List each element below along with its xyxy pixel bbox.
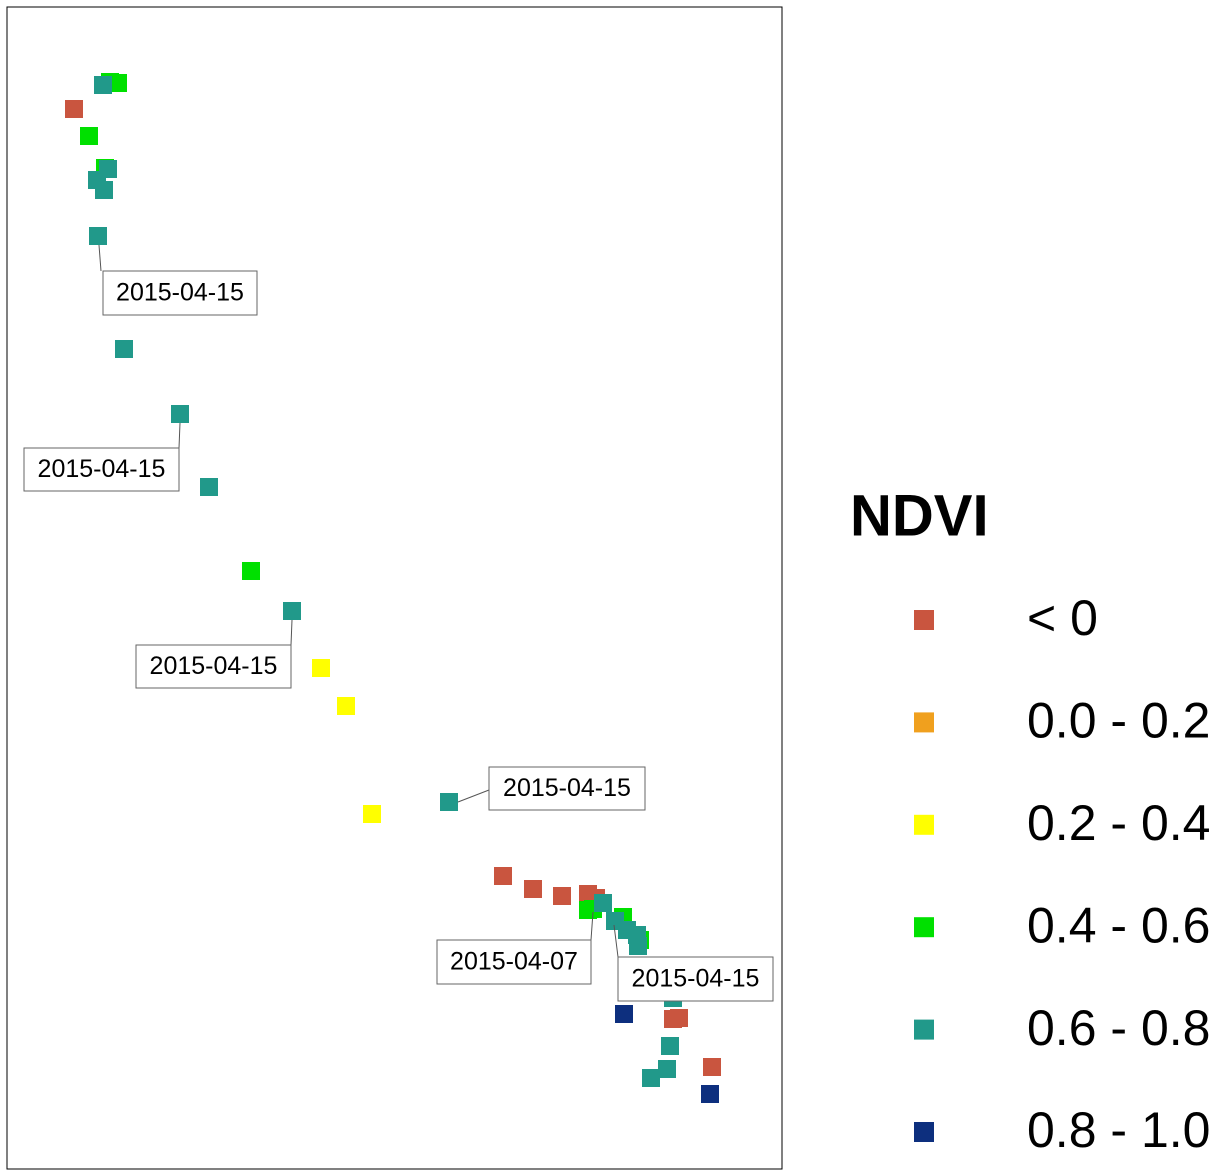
point	[115, 340, 133, 358]
label-box	[436, 939, 592, 985]
legend-label: 0.6 - 0.8	[1027, 1000, 1210, 1056]
leader-line	[457, 789, 490, 803]
point	[242, 562, 260, 580]
label: 2015-04-15	[150, 652, 278, 680]
label: 2015-04-07	[450, 948, 578, 976]
point	[65, 100, 83, 118]
point	[524, 880, 542, 898]
legend-label: 0.8 - 1.0	[1027, 1102, 1210, 1158]
map-frame	[6, 6, 783, 1170]
point	[658, 1060, 676, 1078]
point	[615, 1005, 633, 1023]
point	[363, 805, 381, 823]
label: 2015-04-15	[116, 279, 244, 307]
leader-line	[590, 911, 594, 941]
point	[94, 76, 112, 94]
point	[283, 602, 301, 620]
legend-label: 0.4 - 0.6	[1027, 897, 1210, 953]
legend-swatch	[914, 712, 934, 733]
point	[171, 405, 189, 423]
point	[703, 1058, 721, 1076]
legend-swatch	[914, 1019, 934, 1040]
label-box	[23, 447, 180, 492]
legend-swatch	[914, 1122, 934, 1142]
point	[553, 887, 571, 905]
legend-swatch	[914, 917, 934, 938]
leader-line	[98, 244, 102, 272]
label: 2015-04-15	[38, 455, 166, 483]
legend-label: 0.0 - 0.2	[1027, 693, 1210, 749]
point	[89, 227, 107, 245]
label: 2015-04-15	[503, 774, 631, 802]
label-box	[102, 270, 258, 316]
point	[701, 1085, 719, 1103]
point	[80, 127, 98, 145]
point	[642, 1069, 660, 1087]
legend-swatch	[914, 610, 934, 630]
point	[337, 697, 355, 715]
leader-line	[178, 422, 181, 449]
label: 2015-04-15	[632, 965, 760, 993]
leader-line	[290, 619, 293, 646]
legend-label: 0.2 - 0.4	[1027, 795, 1210, 851]
point	[312, 659, 330, 677]
point	[200, 478, 218, 496]
point	[95, 181, 113, 199]
point	[494, 867, 512, 885]
legend-label: < 0	[1027, 590, 1098, 646]
legend-swatch	[914, 814, 934, 835]
label-box	[135, 644, 292, 689]
label-box	[617, 956, 774, 1002]
legend-title: NDVI	[850, 483, 989, 548]
point	[664, 1010, 682, 1028]
point	[594, 894, 612, 912]
point	[661, 1037, 679, 1055]
label-box	[488, 766, 646, 811]
leader-line	[613, 924, 619, 958]
point	[440, 793, 458, 811]
point	[629, 937, 647, 955]
